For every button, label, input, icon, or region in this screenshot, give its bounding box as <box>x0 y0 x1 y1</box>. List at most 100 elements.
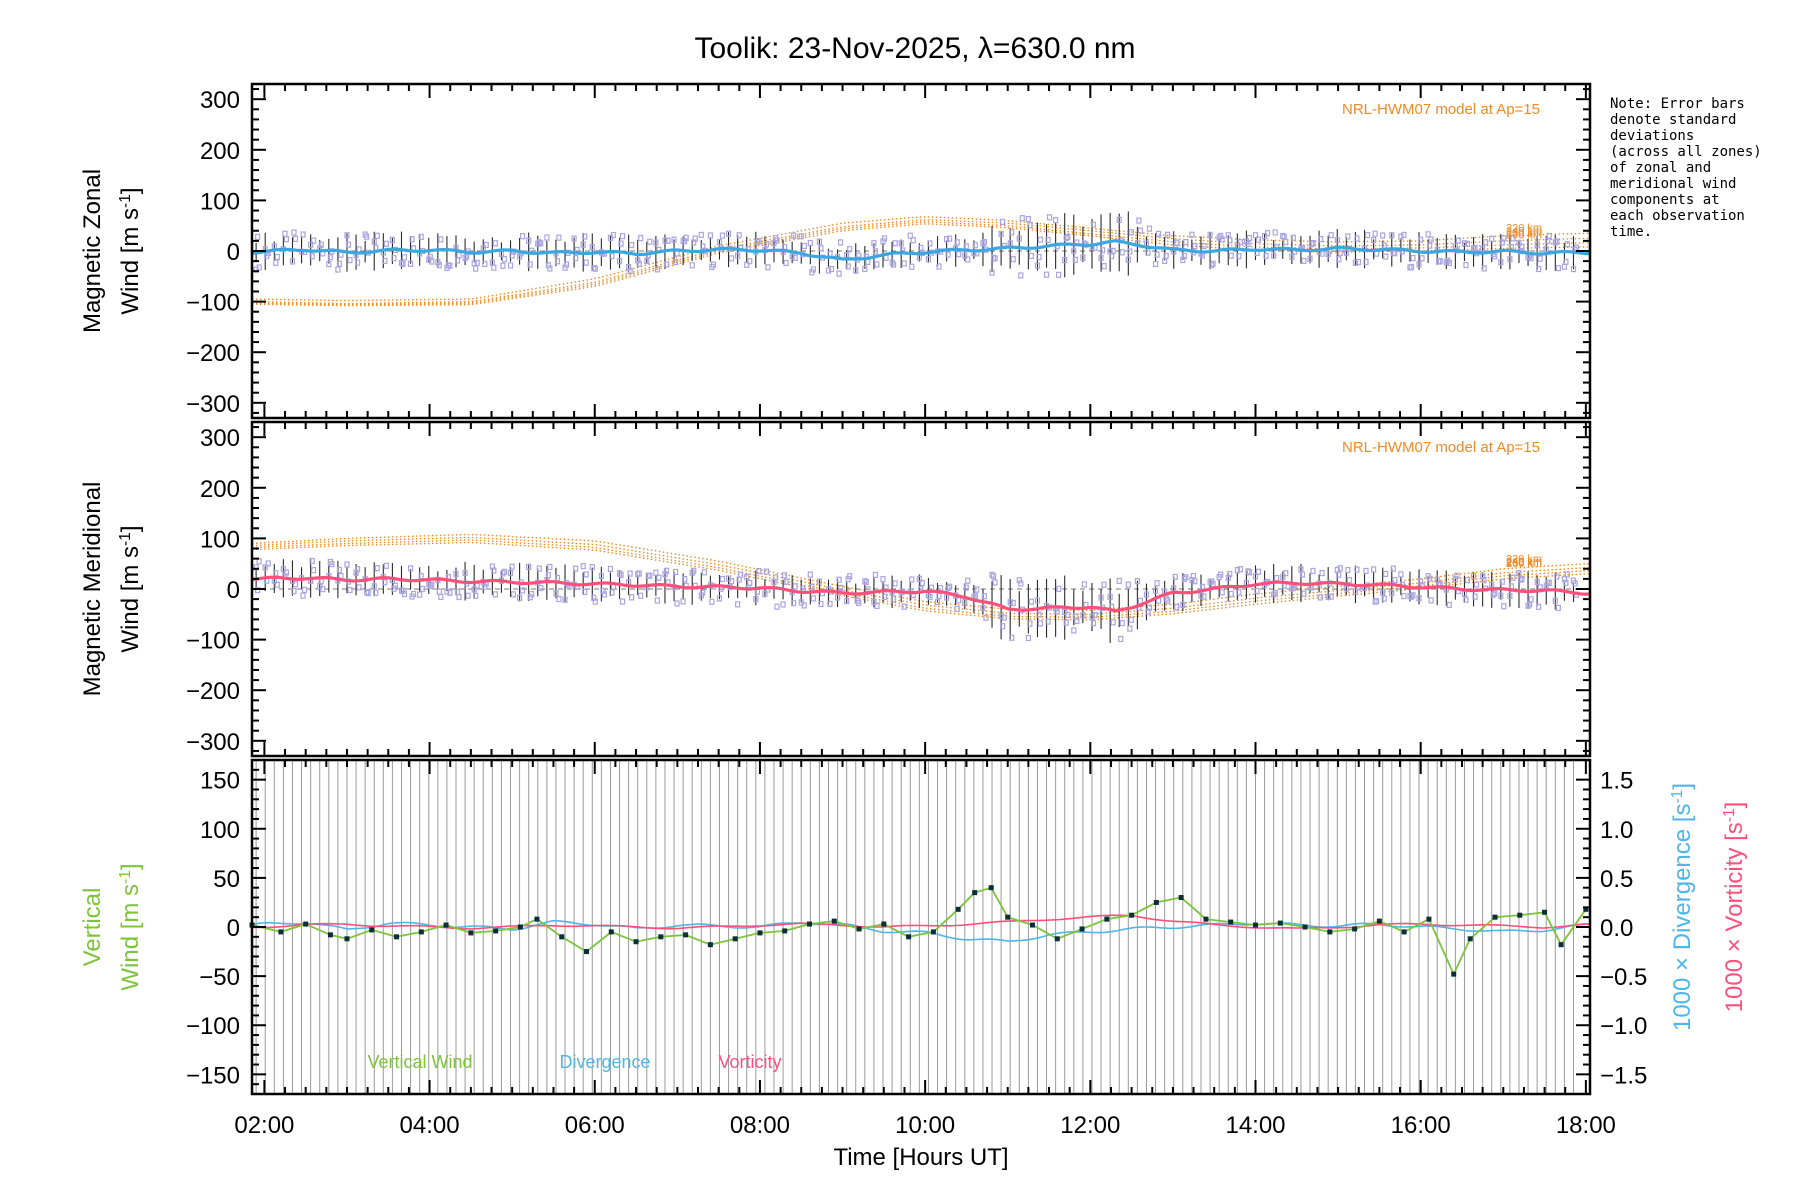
zone-measurement <box>816 578 823 585</box>
zone-measurement <box>592 598 598 605</box>
zone-measurement <box>680 598 686 605</box>
zone-measurement <box>980 604 986 612</box>
y-tick-label: 300 <box>200 425 240 452</box>
zone-measurement <box>947 235 953 242</box>
x-tick-label: 12:00 <box>1060 1112 1120 1139</box>
zone-measurement <box>701 569 707 576</box>
zone-measurement <box>674 600 680 607</box>
zone-measurement <box>901 260 907 267</box>
vertical-wind-point <box>443 922 449 928</box>
zone-measurement <box>1470 572 1477 580</box>
zone-measurement <box>1019 215 1025 222</box>
zone-measurement <box>335 266 341 273</box>
zone-measurement <box>1536 603 1542 610</box>
vertical-wind-point <box>831 918 837 924</box>
zone-measurement <box>618 240 624 247</box>
zone-measurement <box>836 270 842 277</box>
zone-measurement <box>456 252 462 259</box>
vertical-wind-point <box>757 930 763 936</box>
zone-measurement <box>383 562 389 569</box>
zone-measurement <box>638 234 644 242</box>
divergence-axis-title: 1000 × Divergence [s-1] <box>1669 783 1697 1031</box>
vorticity-axis-title-superscript: -1 <box>1721 808 1738 822</box>
zone-measurement <box>1152 260 1159 268</box>
zone-measurement <box>665 237 671 244</box>
zone-measurement <box>1207 231 1213 238</box>
zone-measurement <box>491 567 497 574</box>
zone-measurement <box>1381 595 1387 602</box>
zone-measurement <box>400 260 406 268</box>
zone-measurement <box>1136 217 1142 224</box>
zone-measurement <box>519 233 526 240</box>
zone-measurement <box>1092 611 1098 619</box>
vertical-wind-point <box>807 921 812 927</box>
zone-measurement <box>1065 611 1071 618</box>
zone-measurement <box>374 565 380 572</box>
zone-measurement <box>1252 573 1259 580</box>
zone-measurement <box>934 598 941 606</box>
zone-measurement <box>963 584 969 591</box>
zone-measurement <box>1519 243 1525 251</box>
zone-measurement <box>1473 581 1480 588</box>
zone-measurement <box>329 561 335 568</box>
zone-measurement <box>1236 253 1242 260</box>
zone-measurement <box>1337 565 1343 572</box>
zone-measurement <box>283 236 289 243</box>
zone-measurement <box>1201 242 1207 250</box>
zone-measurement <box>974 586 980 593</box>
zone-measurement <box>1317 594 1324 601</box>
vertical-wind-point <box>608 929 614 935</box>
zone-measurement <box>562 596 568 603</box>
model-level-label: 220 km <box>1506 554 1542 566</box>
zone-measurement <box>1299 571 1306 578</box>
zone-measurement <box>618 571 624 578</box>
zone-measurement <box>526 563 532 571</box>
vertical-wind-point <box>1542 909 1548 915</box>
y-tick-label: 150 <box>200 768 240 795</box>
zone-measurement <box>656 574 662 581</box>
zone-measurement <box>944 236 950 243</box>
zone-measurement <box>1228 590 1234 598</box>
zone-measurement <box>1174 604 1180 611</box>
vertical-wind-point <box>1352 926 1358 932</box>
zone-measurement <box>1380 232 1386 239</box>
zone-measurement <box>954 239 960 246</box>
zone-measurement <box>401 254 408 261</box>
zone-measurement <box>371 238 377 245</box>
note-line: meridional wind <box>1610 176 1737 192</box>
zone-measurement <box>1283 238 1289 246</box>
zone-measurement <box>981 593 988 600</box>
zone-measurement <box>1552 597 1558 604</box>
zone-measurement <box>627 267 633 275</box>
zone-measurement <box>1390 565 1396 572</box>
legend-item: Vertical Wind <box>367 1052 472 1072</box>
zone-measurement <box>371 583 377 590</box>
zone-measurement <box>1425 231 1431 238</box>
zone-measurement <box>1537 255 1543 262</box>
zone-measurement <box>447 262 453 269</box>
zone-measurement <box>300 592 306 599</box>
zone-measurement <box>1401 592 1407 600</box>
zone-measurement <box>728 255 735 262</box>
model-level-label: 250 km <box>1506 228 1542 240</box>
zone-measurement <box>1071 247 1077 254</box>
zone-measurement <box>763 568 770 575</box>
zone-measurement <box>1099 247 1106 254</box>
vertical-wind-point <box>1558 942 1564 948</box>
zone-measurement <box>1271 252 1277 259</box>
zone-measurement <box>1027 222 1033 229</box>
zone-measurement <box>909 263 915 270</box>
zone-measurement <box>944 594 950 601</box>
zone-measurement <box>818 245 824 252</box>
zone-measurement <box>556 595 562 603</box>
zone-measurement <box>1317 235 1324 243</box>
zone-measurement <box>947 583 953 590</box>
zone-measurement <box>1198 592 1204 599</box>
vertical-wind-point <box>1178 895 1184 901</box>
zone-measurement <box>692 235 698 242</box>
zone-measurement <box>601 591 607 598</box>
zone-measurement <box>1180 601 1186 609</box>
zone-measurement <box>954 605 960 612</box>
zone-measurement <box>392 582 399 589</box>
y-tick-label: 200 <box>200 476 240 503</box>
